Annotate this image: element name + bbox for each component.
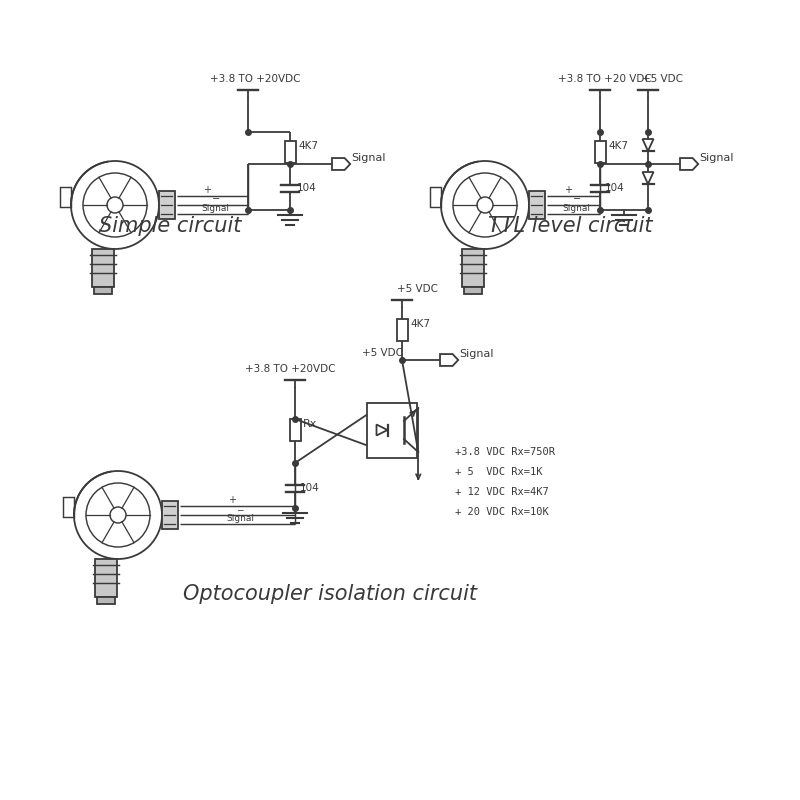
Bar (594, 141, 606, 163)
Text: +5 VDC: +5 VDC (642, 74, 683, 84)
Text: Signal: Signal (699, 153, 734, 163)
Bar (367, 402, 417, 458)
Text: TTL level circuit: TTL level circuit (488, 216, 652, 236)
Text: +5 VDC: +5 VDC (397, 284, 438, 294)
Text: −: − (211, 194, 220, 204)
Bar (430, 187, 441, 207)
Text: −: − (237, 505, 244, 514)
Text: Signal: Signal (202, 204, 230, 214)
Text: 104: 104 (300, 483, 320, 493)
Text: 104: 104 (605, 183, 625, 193)
Text: Rx: Rx (303, 419, 318, 429)
Text: +: + (565, 185, 573, 194)
Bar (397, 319, 407, 341)
Bar (97, 597, 115, 604)
Text: Optocoupler isolation circuit: Optocoupler isolation circuit (183, 584, 477, 604)
Text: +: + (229, 494, 237, 505)
Text: +3.8 VDC Rx=750R: +3.8 VDC Rx=750R (455, 447, 555, 457)
Bar (464, 287, 482, 294)
Text: Simple circuit: Simple circuit (99, 216, 241, 236)
Text: +3.8 TO +20 VDC: +3.8 TO +20 VDC (558, 74, 652, 84)
Bar (94, 287, 112, 294)
Bar (92, 249, 114, 287)
Bar (159, 191, 175, 219)
Bar (462, 249, 484, 287)
Text: + 12 VDC Rx=4K7: + 12 VDC Rx=4K7 (455, 487, 549, 497)
Text: Signal: Signal (459, 349, 494, 359)
Text: +5 VDC: +5 VDC (362, 348, 403, 358)
Text: +: + (203, 185, 211, 194)
Text: 4K7: 4K7 (410, 319, 430, 329)
Text: +3.8 TO +20VDC: +3.8 TO +20VDC (245, 364, 335, 374)
Text: + 5  VDC Rx=1K: + 5 VDC Rx=1K (455, 467, 542, 477)
Text: −: − (573, 194, 581, 204)
Bar (285, 141, 295, 163)
Text: +3.8 TO +20VDC: +3.8 TO +20VDC (210, 74, 301, 84)
Text: 4K7: 4K7 (298, 141, 318, 151)
Text: 104: 104 (297, 183, 317, 193)
Text: 4K7: 4K7 (608, 141, 628, 151)
Bar (162, 501, 178, 529)
Bar (63, 497, 74, 517)
Bar (60, 187, 71, 207)
Text: Signal: Signal (351, 153, 386, 163)
Text: + 20 VDC Rx=10K: + 20 VDC Rx=10K (455, 507, 549, 517)
Bar (290, 419, 301, 441)
Text: Signal: Signal (226, 514, 254, 523)
Bar (529, 191, 545, 219)
Bar (95, 559, 117, 597)
Text: Signal: Signal (562, 204, 590, 214)
